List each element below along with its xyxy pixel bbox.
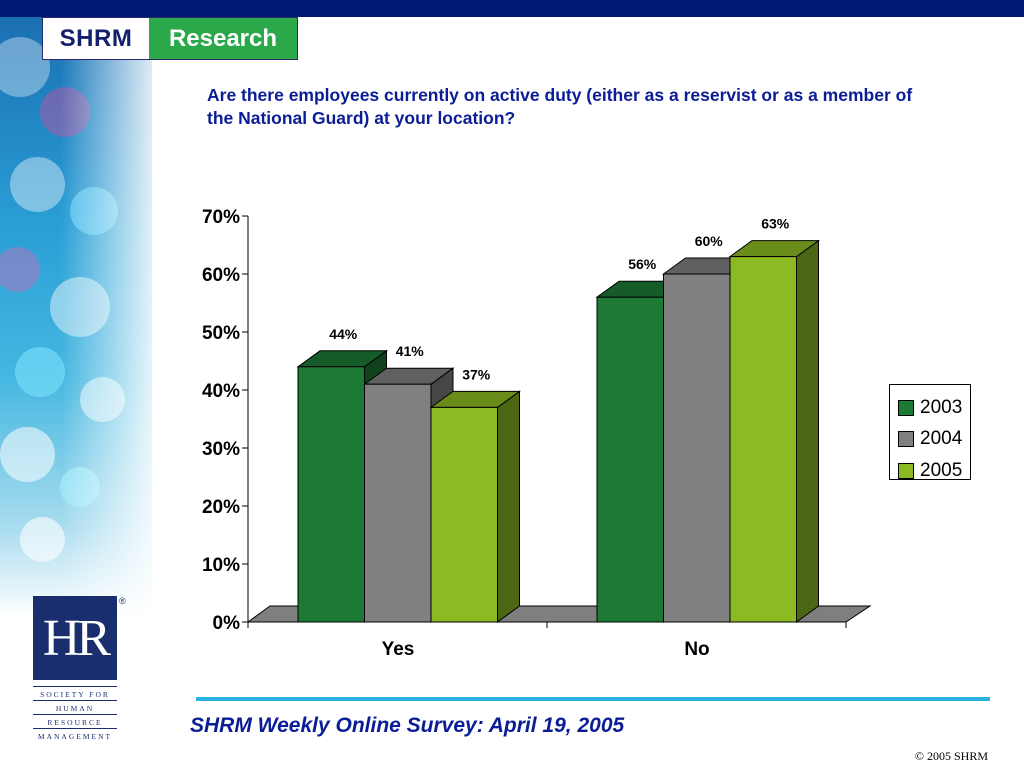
legend-item: 2003 xyxy=(890,392,970,424)
data-label: 41% xyxy=(396,343,425,359)
y-tick-label: 20% xyxy=(202,497,240,518)
legend-swatch xyxy=(898,399,914,416)
hr-logo-line: HUMAN xyxy=(33,700,117,714)
hr-logo-line: RESOURCE xyxy=(33,714,117,728)
y-tick-label: 30% xyxy=(202,439,240,460)
x-category-label: Yes xyxy=(382,639,415,660)
hr-society-logo: HR ® SOCIETY FOR HUMAN RESOURCE MANAGEME… xyxy=(33,596,126,742)
data-label: 56% xyxy=(628,256,657,272)
data-label: 60% xyxy=(695,233,724,249)
bar xyxy=(729,256,797,623)
decorative-side-image xyxy=(0,17,152,617)
bar xyxy=(663,273,731,623)
legend-swatch xyxy=(898,431,914,448)
bar xyxy=(364,383,432,623)
logo-shrm-text: SHRM xyxy=(59,24,133,52)
legend-item: 2005 xyxy=(890,455,970,487)
data-label: 63% xyxy=(761,216,790,232)
legend-swatch xyxy=(898,462,914,479)
top-bar xyxy=(0,0,1024,17)
legend-label: 2005 xyxy=(920,459,963,481)
bar-side xyxy=(796,239,819,623)
y-tick-label: 70% xyxy=(202,207,240,228)
y-tick-label: 50% xyxy=(202,323,240,344)
footer-title: SHRM Weekly Online Survey: April 19, 200… xyxy=(190,714,625,737)
legend-label: 2003 xyxy=(920,396,963,418)
bar xyxy=(430,406,498,623)
y-tick-label: 40% xyxy=(202,381,240,402)
copyright-notice: © 2005 SHRM xyxy=(914,749,988,763)
x-category-label: No xyxy=(684,639,709,660)
bar xyxy=(297,366,365,623)
logo-research-text: Research xyxy=(149,18,297,59)
hr-letters: HR xyxy=(42,609,111,667)
y-tick-label: 10% xyxy=(202,555,240,576)
hr-logo-mark: HR xyxy=(33,596,117,680)
shrm-research-logo: SHRM Research xyxy=(42,17,298,60)
data-label: 37% xyxy=(462,366,491,382)
y-tick-label: 0% xyxy=(213,613,241,634)
hr-logo-line: MANAGEMENT xyxy=(33,728,117,742)
survey-question: Are there employees currently on active … xyxy=(207,85,913,128)
footer-divider xyxy=(196,697,990,701)
hr-logo-line: SOCIETY FOR xyxy=(33,686,117,700)
legend-label: 2004 xyxy=(920,428,963,450)
data-label: 44% xyxy=(329,326,358,342)
bar xyxy=(596,296,664,623)
registered-mark: ® xyxy=(119,596,126,606)
bar-side xyxy=(497,390,520,623)
y-tick-label: 60% xyxy=(202,265,240,286)
bar-chart: 0% 10% 20% 30% 40% 50% 60% 70% 44% 41% 37% Yes 56% 60… xyxy=(202,207,872,660)
chart-legend: 2003 2004 2005 xyxy=(889,384,971,481)
legend-item: 2004 xyxy=(890,424,970,456)
